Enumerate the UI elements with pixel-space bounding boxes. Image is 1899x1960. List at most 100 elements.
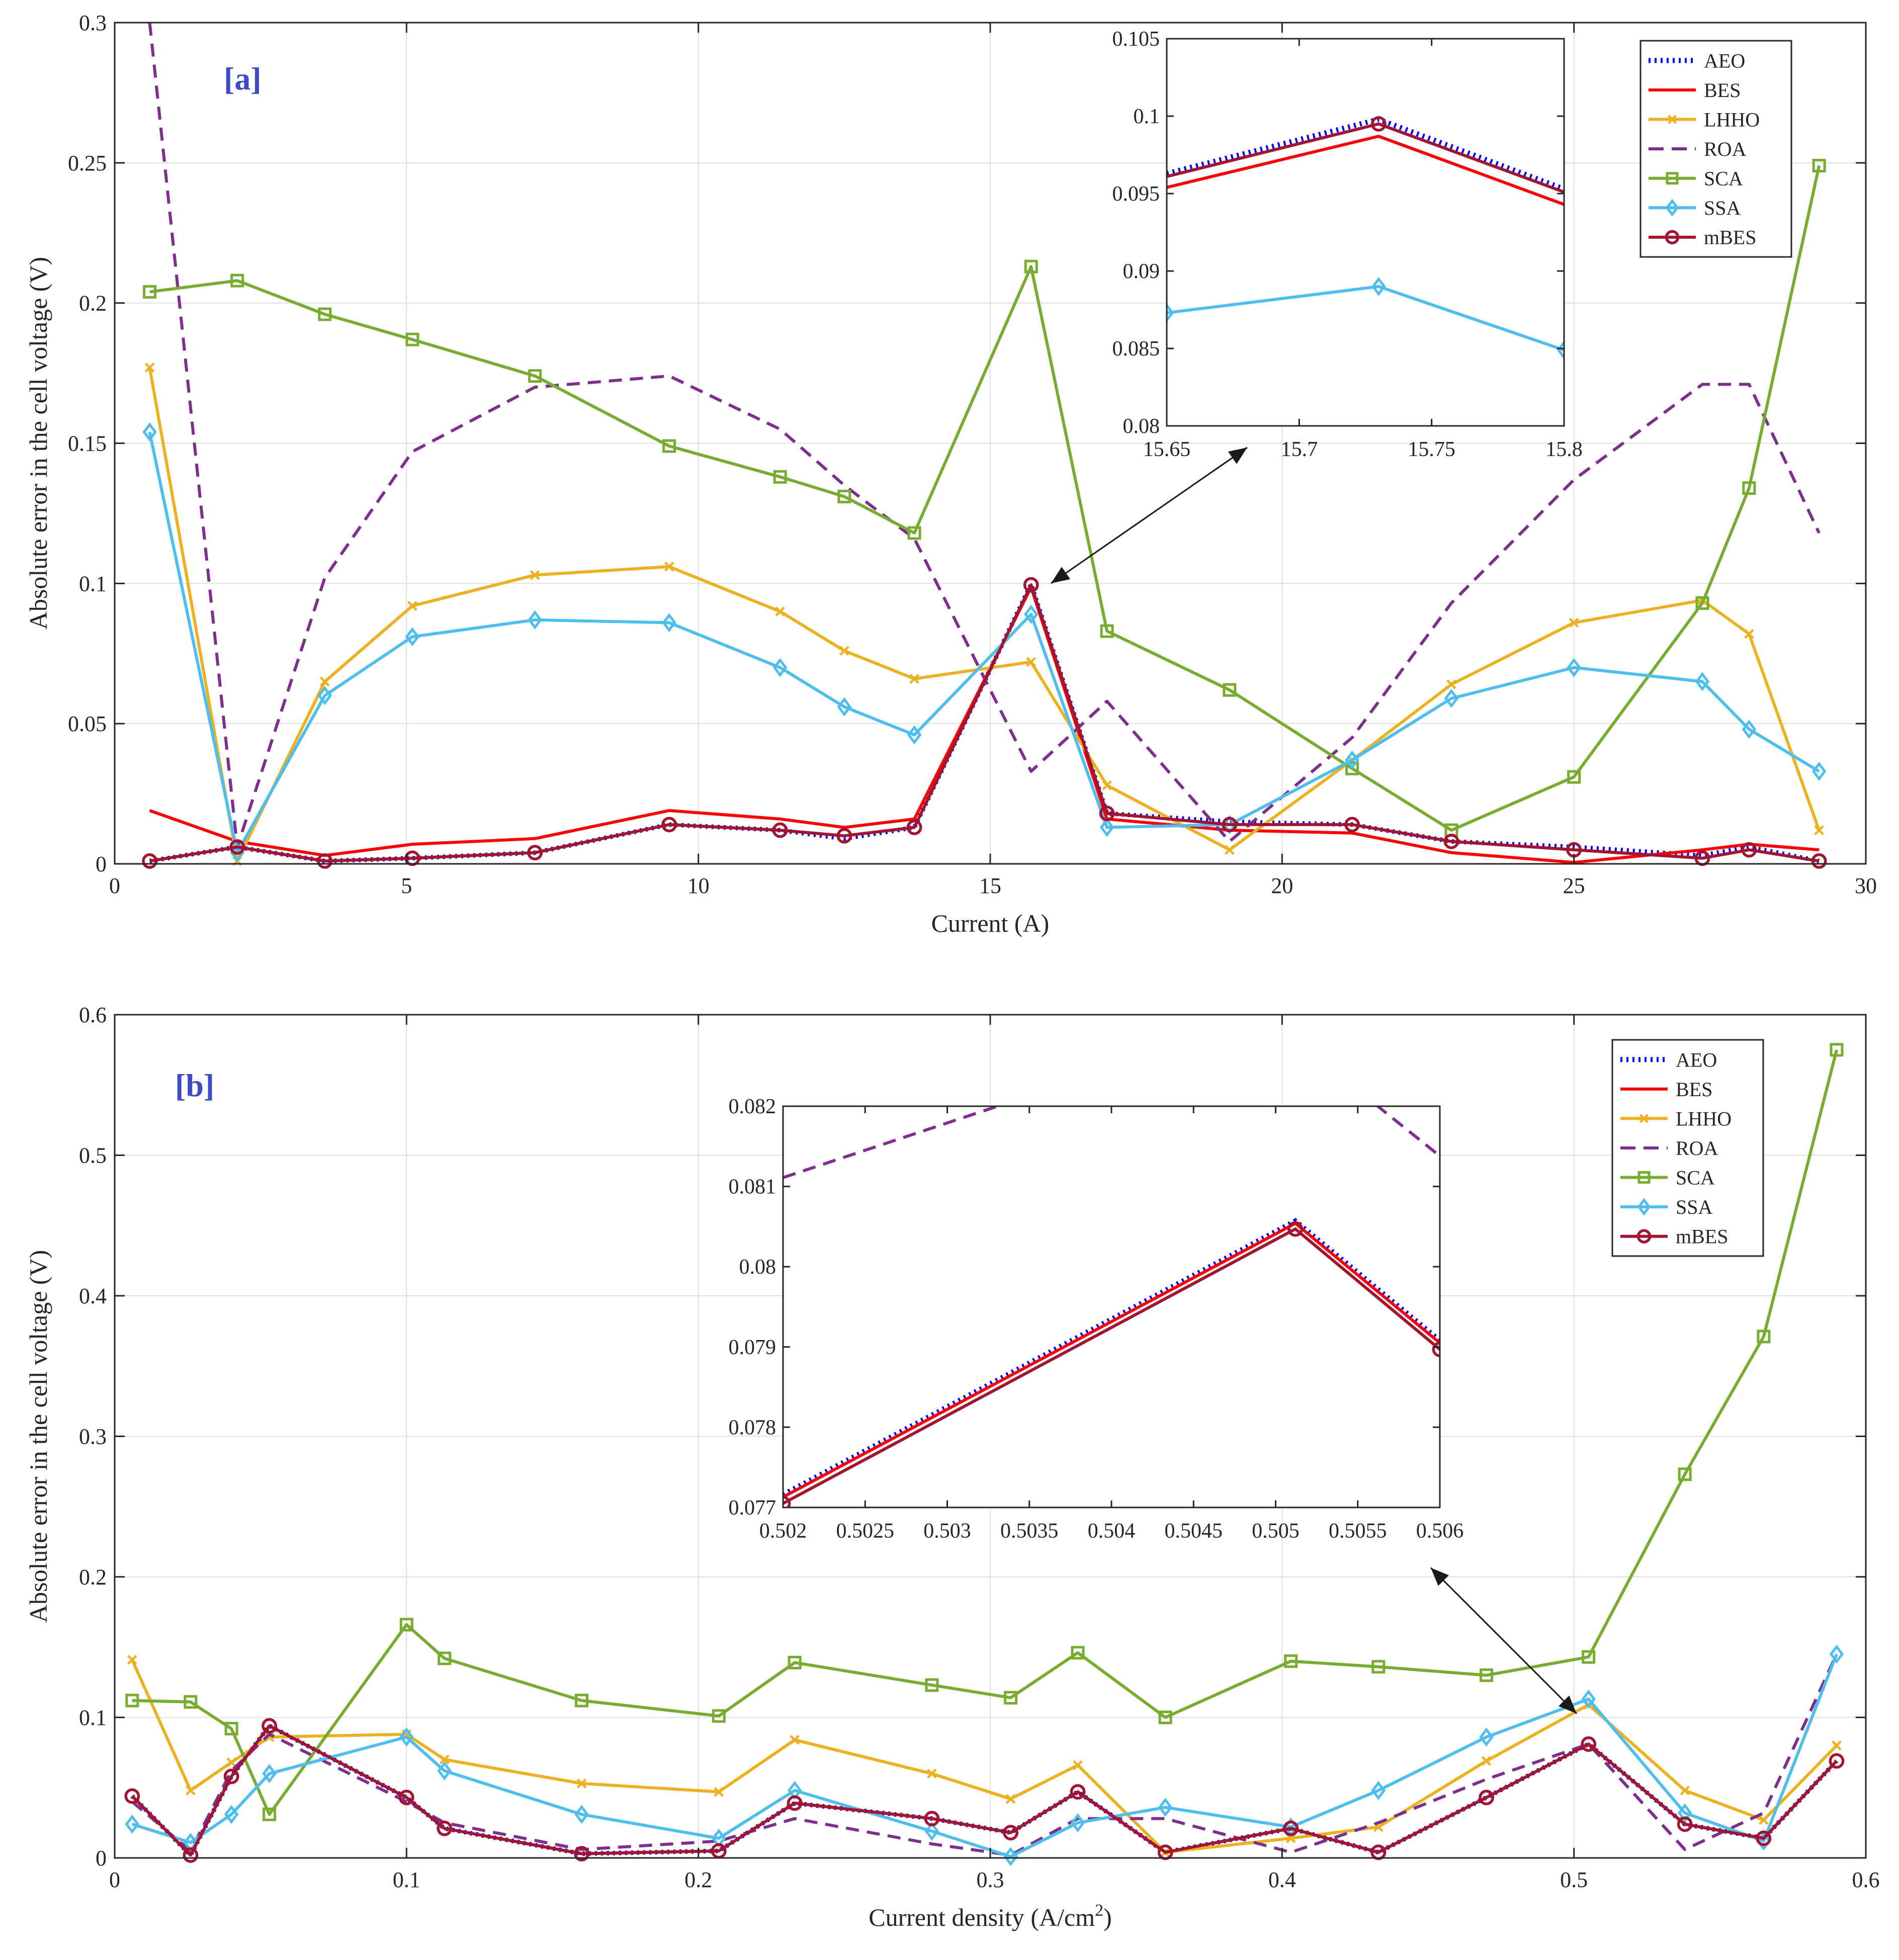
data-point-SCA <box>1071 1646 1085 1660</box>
legend-label: ROA <box>1676 1137 1718 1160</box>
data-point-LHHO <box>839 646 849 656</box>
data-point-mBES <box>661 817 677 833</box>
inset-x-tick-label: 15.75 <box>1408 438 1455 461</box>
data-point-mBES <box>437 1820 453 1836</box>
data-point-SCA <box>184 1695 198 1709</box>
legend-marker-LHHO <box>1639 1114 1649 1123</box>
panel-a: 0 5 10 15 20 25 30 0 0.05 0.1 0.15 0.2 0.25 0.3 Curren… <box>24 11 1877 937</box>
data-point-LHHO <box>775 606 786 616</box>
data-point-mBES <box>1344 817 1360 833</box>
data-point-SSA <box>1444 688 1459 708</box>
data-point-LHHO <box>714 1787 724 1797</box>
legend-marker-mBES <box>1665 230 1680 244</box>
data-point-mBES <box>229 839 245 855</box>
y-tick-label: 0.05 <box>68 711 107 736</box>
y-tick-label: 0.1 <box>79 1706 107 1730</box>
data-point-SSA <box>1811 761 1827 781</box>
data-point-SSA <box>1742 720 1757 739</box>
data-point-SCA <box>1345 761 1359 775</box>
inset-y-tick-label: 0.08 <box>739 1256 776 1279</box>
data-point-LHHO <box>576 1778 587 1789</box>
series-line-ROA <box>148 22 1821 849</box>
inset-line-BES <box>1167 134 1564 206</box>
legend-label: mBES <box>1676 1225 1728 1248</box>
data-point-SSA <box>1479 1727 1494 1747</box>
data-point-LHHO <box>1481 1756 1492 1766</box>
inset-x-tick-label: 15.65 <box>1143 438 1191 461</box>
series-line-LHHO <box>148 367 1821 863</box>
data-point-SCA <box>1678 1467 1692 1481</box>
legend-label: SCA <box>1676 1167 1715 1189</box>
data-point-mBES <box>906 820 922 835</box>
data-point-SCA <box>575 1694 589 1708</box>
data-point-mBES <box>317 853 333 869</box>
inset-line-mBES <box>783 1227 1440 1505</box>
zoom-arrow <box>1051 447 1248 584</box>
data-point-LHHO <box>1569 617 1579 628</box>
inset-y-tick-label: 0.078 <box>729 1416 776 1439</box>
x-tick-label: 0.5 <box>1560 1867 1588 1892</box>
data-point-SCA <box>528 369 542 383</box>
legend-box <box>1611 1039 1764 1257</box>
data-point-mBES <box>398 1790 414 1806</box>
inset-y-tick-label: 0.077 <box>729 1496 776 1520</box>
data-point-SSA <box>262 1764 277 1784</box>
data-point-LHHO <box>1759 1815 1769 1825</box>
legend-label: LHHO <box>1704 108 1760 131</box>
y-tick-label: 0.6 <box>79 1003 107 1027</box>
data-point-SCA <box>224 1722 238 1736</box>
data-point-SSA <box>405 627 420 647</box>
panel-b: 0 0.1 0.2 0.3 0.4 0.5 0.6 0 0.1 0.2 0.3 0.4 0.5 0.6 Cu… <box>24 1003 1880 1931</box>
data-point-SCA <box>143 285 157 299</box>
legend-entry-mBES: mBES <box>1649 226 1756 249</box>
inset-x-tick-label: 15.8 <box>1545 438 1583 461</box>
legend-box <box>1639 40 1792 258</box>
y-tick-label: 0.15 <box>68 431 107 456</box>
legend-entry-ROA: ROA <box>1620 1137 1718 1160</box>
data-point-SCA <box>263 1807 277 1821</box>
legend-label: BES <box>1676 1078 1712 1101</box>
data-point-SCA <box>1695 596 1709 610</box>
series-line-mBES <box>149 583 1820 863</box>
data-point-LHHO <box>1680 1785 1690 1796</box>
y-tick-label: 0.4 <box>79 1284 107 1308</box>
data-point-LHHO <box>1073 1760 1083 1770</box>
data-point-LHHO <box>127 1655 137 1665</box>
x-tick-label: 10 <box>687 873 710 898</box>
legend-entry-SSA: SSA <box>1620 1196 1712 1218</box>
data-point-SCA <box>1024 259 1038 274</box>
data-point-SSA <box>1581 1689 1596 1709</box>
data-point-SSA <box>437 1761 452 1780</box>
inset-x-tick-label: 0.5035 <box>1000 1520 1059 1543</box>
x-tick-label: 15 <box>979 873 1001 898</box>
legend-label: SSA <box>1704 197 1741 219</box>
data-point-SCA <box>1757 1329 1771 1344</box>
data-point-LHHO <box>1832 1740 1842 1751</box>
inset-point-SSA <box>1557 340 1564 360</box>
data-point-SCA <box>1830 1043 1844 1057</box>
data-point-LHHO <box>664 562 674 572</box>
x-axis-label-end: ) <box>1103 1903 1112 1931</box>
data-point-SSA <box>924 1821 939 1841</box>
x-axis-label: Current density (A/cm2) <box>869 1901 1112 1931</box>
data-point-SCA <box>712 1709 726 1723</box>
inset-area <box>783 1106 1440 1507</box>
data-point-SCA <box>1371 1660 1386 1674</box>
data-point-LHHO <box>927 1768 937 1779</box>
data-point-SSA <box>317 686 332 705</box>
x-tick-label: 0.4 <box>1268 1867 1296 1892</box>
inset-point-mBES <box>783 1495 791 1507</box>
data-point-SSA <box>142 422 157 442</box>
data-point-SSA <box>399 1727 414 1747</box>
legend-entry-LHHO: LHHO <box>1620 1107 1732 1130</box>
data-point-mBES <box>124 1788 140 1804</box>
data-point-mBES <box>1756 1830 1772 1846</box>
data-point-mBES <box>1443 833 1459 849</box>
data-point-SCA <box>399 1618 413 1632</box>
y-tick-label: 0.25 <box>68 151 107 175</box>
series-group <box>142 22 1827 869</box>
x-tick-label: 30 <box>1855 873 1877 898</box>
data-point-SCA <box>1567 770 1581 784</box>
data-point-mBES <box>1023 577 1039 593</box>
data-point-SSA <box>125 1814 140 1834</box>
